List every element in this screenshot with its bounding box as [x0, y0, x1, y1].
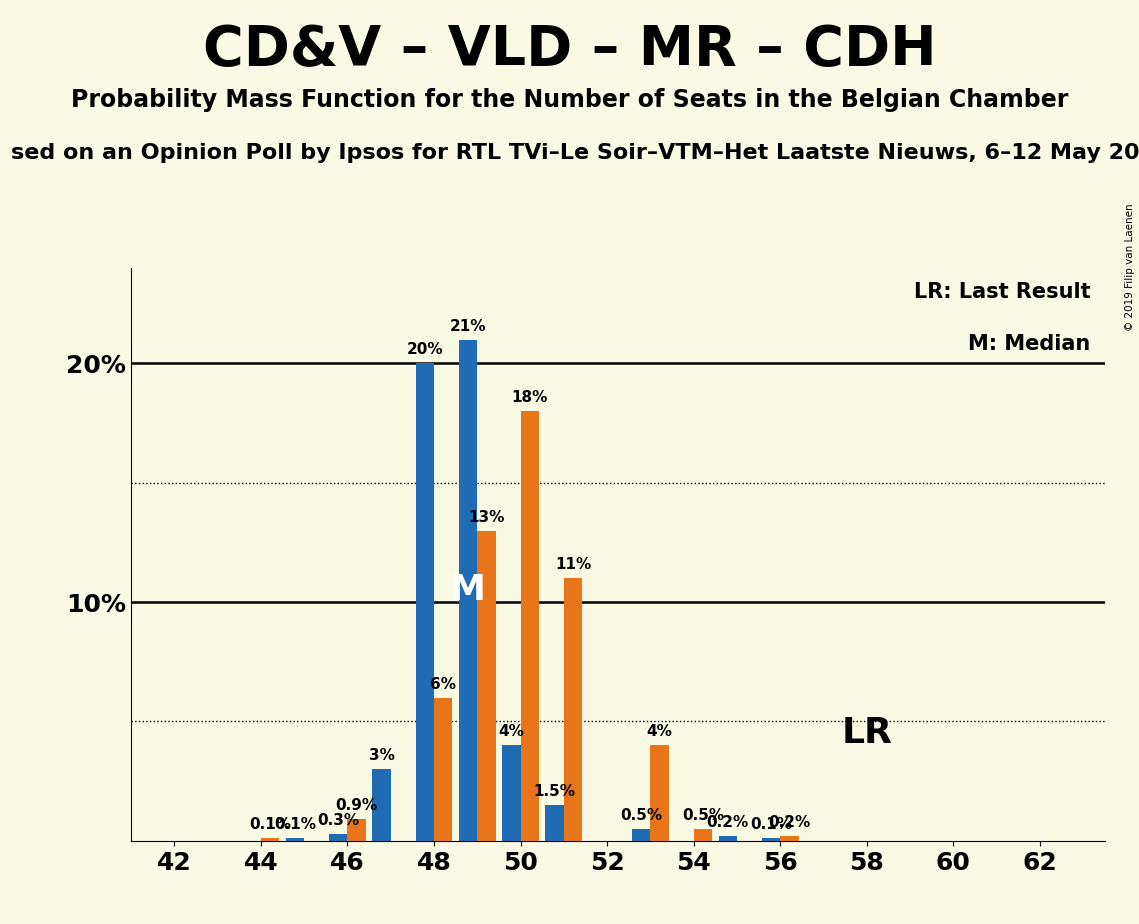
Text: 0.1%: 0.1% — [249, 818, 292, 833]
Text: 0.1%: 0.1% — [273, 818, 316, 833]
Text: 4%: 4% — [499, 724, 524, 739]
Text: 0.5%: 0.5% — [682, 808, 724, 823]
Text: 13%: 13% — [468, 509, 505, 525]
Bar — [762, 838, 780, 841]
Text: 0.5%: 0.5% — [620, 808, 662, 823]
Text: CD&V – VLD – MR – CDH: CD&V – VLD – MR – CDH — [203, 23, 936, 77]
Text: Probability Mass Function for the Number of Seats in the Belgian Chamber: Probability Mass Function for the Number… — [71, 88, 1068, 112]
Text: 1.5%: 1.5% — [533, 784, 575, 799]
Bar — [632, 829, 650, 841]
Bar — [329, 833, 347, 841]
Text: 6%: 6% — [431, 676, 456, 692]
Text: 0.3%: 0.3% — [317, 813, 359, 828]
Text: 18%: 18% — [511, 390, 548, 406]
Bar — [347, 820, 366, 841]
Bar — [372, 769, 391, 841]
Text: 20%: 20% — [407, 343, 443, 358]
Text: 21%: 21% — [450, 319, 486, 334]
Text: sed on an Opinion Poll by Ipsos for RTL TVi–Le Soir–VTM–Het Laatste Nieuws, 6–12: sed on an Opinion Poll by Ipsos for RTL … — [11, 143, 1139, 164]
Bar — [546, 805, 564, 841]
Text: M: M — [450, 573, 486, 607]
Text: 0.2%: 0.2% — [706, 815, 748, 830]
Bar — [502, 746, 521, 841]
Bar — [477, 530, 495, 841]
Text: © 2019 Filip van Laenen: © 2019 Filip van Laenen — [1125, 203, 1134, 331]
Bar — [564, 578, 582, 841]
Bar — [286, 838, 304, 841]
Bar — [650, 746, 669, 841]
Bar — [261, 838, 279, 841]
Text: LR: Last Result: LR: Last Result — [913, 283, 1090, 302]
Text: 0.2%: 0.2% — [769, 815, 811, 830]
Bar — [521, 411, 539, 841]
Text: 11%: 11% — [555, 557, 591, 572]
Text: 0.9%: 0.9% — [336, 798, 378, 813]
Bar — [694, 829, 712, 841]
Bar — [780, 836, 798, 841]
Text: 0.1%: 0.1% — [749, 818, 792, 833]
Bar — [459, 340, 477, 841]
Bar — [719, 836, 737, 841]
Bar — [434, 698, 452, 841]
Bar — [416, 363, 434, 841]
Text: 3%: 3% — [369, 748, 394, 763]
Text: LR: LR — [842, 716, 892, 750]
Text: 4%: 4% — [647, 724, 672, 739]
Text: M: Median: M: Median — [968, 334, 1090, 354]
